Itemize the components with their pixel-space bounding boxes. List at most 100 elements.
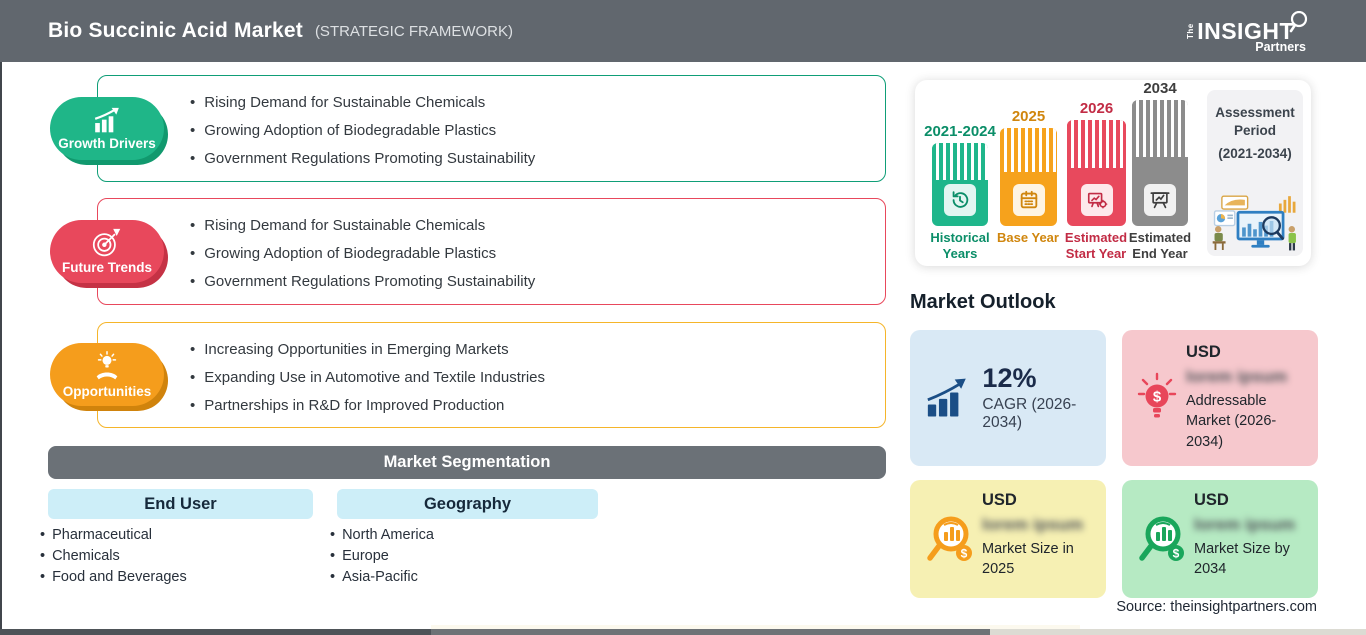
- list-item: Chemicals: [40, 548, 187, 564]
- analysts-illustration: [1212, 195, 1296, 251]
- bar-estimated-start-year: 2026: [1067, 100, 1126, 226]
- opportunities-badge: Opportunities: [50, 343, 164, 406]
- magnifier-chart-dollar-icon: $: [927, 516, 972, 561]
- cagr-value: 12%: [982, 362, 1037, 393]
- bar-base-year: 2025: [1000, 108, 1057, 226]
- bullet-item: Increasing Opportunities in Emerging Mar…: [190, 340, 545, 359]
- badge-label: Opportunities: [62, 383, 152, 399]
- currency-label: USD: [982, 491, 1017, 509]
- segment-header-end-user: End User: [48, 489, 313, 519]
- badge-label: Future Trends: [61, 260, 152, 275]
- segment-header-geography: Geography: [337, 489, 598, 519]
- segmentation-title: Market Segmentation: [383, 453, 551, 471]
- bullet-item: Expanding Use in Automotive and Textile …: [190, 368, 545, 387]
- assessment-period-title: Assessment Period: [1215, 105, 1295, 138]
- bar-year-label: 2034: [1143, 80, 1177, 97]
- future-trends-box: Rising Demand for Sustainable Chemicals …: [97, 198, 886, 305]
- logo-insight-text: INSIGHT: [1197, 18, 1294, 44]
- calendar-icon: [1012, 184, 1045, 216]
- svg-text:$: $: [1153, 389, 1162, 406]
- bottom-strip-mid: [431, 629, 990, 635]
- growth-drivers-list: Rising Demand for Sustainable Chemicals …: [190, 84, 535, 177]
- growth-drivers-badge: Growth Drivers: [50, 97, 164, 160]
- assessment-period-chart: 2021-2024 2025: [915, 80, 1311, 266]
- target-dart-icon: [92, 228, 121, 257]
- bullet-item: Partnerships in R&D for Improved Product…: [190, 396, 545, 415]
- bottom-strip-light: [990, 629, 1366, 635]
- market-segmentation-bar: Market Segmentation: [48, 446, 886, 479]
- bar-stripes: [1067, 120, 1126, 168]
- bar-category-label: Base Year: [997, 230, 1059, 245]
- growth-chart-icon: [94, 107, 119, 132]
- bar-year-label: 2025: [1011, 108, 1046, 125]
- assessment-period-panel: Assessment Period (2021-2034): [1207, 90, 1303, 256]
- bar-category-label: Estimated Start Year: [1064, 230, 1128, 261]
- segment-header-label: End User: [144, 494, 217, 513]
- svg-text:$: $: [1173, 547, 1180, 561]
- bar-category-label: Historical Years: [930, 230, 990, 261]
- blurred-market-value: lorem ipsum: [1186, 367, 1288, 386]
- geography-list: North America Europe Asia-Pacific: [330, 522, 434, 590]
- logo-partners-text: Partners: [1255, 40, 1306, 54]
- bulb-dollar-icon: $: [1137, 372, 1177, 418]
- assessment-period-range: (2021-2034): [1218, 146, 1292, 162]
- card-label: Market Size by 2034: [1194, 541, 1290, 578]
- bottom-strip-accent: [431, 625, 1080, 630]
- card-label: Market Size in 2025: [982, 541, 1074, 578]
- bar-year-label: 2026: [1079, 100, 1114, 117]
- list-item: Europe: [330, 548, 434, 564]
- bullet-item: Rising Demand for Sustainable Chemicals: [190, 93, 535, 112]
- badge-label: Growth Drivers: [58, 135, 156, 151]
- addressable-market-card: $ USD lorem ipsum Addressable Market (20…: [1122, 330, 1318, 466]
- source-attribution: Source: theinsightpartners.com: [1116, 599, 1317, 615]
- presentation-board-icon: [1144, 184, 1176, 216]
- card-label: Addressable Market (2026-2034): [1186, 393, 1277, 450]
- market-size-2034-card: $ USD lorem ipsum Market Size by 2034: [1122, 480, 1318, 598]
- page-left-border: [0, 62, 2, 629]
- logo-the-text: The: [1186, 23, 1196, 39]
- bullet-item: Rising Demand for Sustainable Chemicals: [190, 216, 535, 235]
- bar-category-label: Estimated End Year: [1128, 230, 1192, 261]
- currency-label: USD: [1186, 343, 1221, 361]
- segment-header-label: Geography: [423, 494, 512, 513]
- bar-stripes: [932, 143, 988, 181]
- market-outlook-heading: Market Outlook: [910, 291, 1056, 313]
- future-trends-badge: Future Trends: [50, 220, 164, 283]
- bullet-item: Growing Adoption of Biodegradable Plasti…: [190, 244, 535, 263]
- cagr-label: CAGR (2026-2034): [982, 396, 1077, 432]
- bar-stripes: [1132, 100, 1188, 157]
- page-title: Bio Succinic Acid Market: [48, 19, 303, 42]
- page-subtitle: (STRATEGIC FRAMEWORK): [314, 22, 513, 40]
- end-user-list: Pharmaceutical Chemicals Food and Bevera…: [40, 522, 187, 590]
- magnifier-chart-dollar-icon: $: [1139, 516, 1184, 561]
- future-trends-list: Rising Demand for Sustainable Chemicals …: [190, 207, 535, 300]
- bullet-item: Growing Adoption of Biodegradable Plasti…: [190, 121, 535, 140]
- history-clock-icon: [944, 184, 976, 216]
- growth-drivers-box: Rising Demand for Sustainable Chemicals …: [97, 75, 886, 182]
- list-item: Food and Beverages: [40, 569, 187, 585]
- bar-stripes: [1000, 128, 1057, 173]
- bar-year-label: 2021-2024: [924, 123, 996, 140]
- insight-partners-logo: The INSIGHT Partners: [1186, 11, 1308, 54]
- blurred-market-value: lorem ipsum: [1194, 515, 1296, 534]
- opportunities-box: Increasing Opportunities in Emerging Mar…: [97, 322, 886, 428]
- magnifier-icon: [1289, 11, 1308, 33]
- monitor-gear-icon: [1080, 184, 1113, 216]
- cagr-card: 12% CAGR (2026-2034): [910, 330, 1106, 466]
- market-size-2025-card: $ USD lorem ipsum Market Size in 2025: [910, 480, 1106, 598]
- growth-bars-arrow-icon: [927, 378, 966, 417]
- bullet-item: Government Regulations Promoting Sustain…: [190, 149, 535, 168]
- header-bar: Bio Succinic Acid Market (STRATEGIC FRAM…: [0, 0, 1366, 62]
- currency-label: USD: [1194, 491, 1229, 509]
- list-item: Asia-Pacific: [330, 569, 434, 585]
- bottom-strip-dark: [0, 629, 431, 635]
- bar-estimated-end-year: 2034: [1132, 80, 1188, 226]
- bulb-hand-icon: [96, 350, 118, 379]
- svg-text:$: $: [961, 547, 968, 561]
- opportunities-list: Increasing Opportunities in Emerging Mar…: [190, 331, 545, 424]
- blurred-market-value: lorem ipsum: [982, 515, 1084, 534]
- bullet-item: Government Regulations Promoting Sustain…: [190, 272, 535, 291]
- list-item: Pharmaceutical: [40, 527, 187, 543]
- bar-historical-years: 2021-2024: [924, 123, 996, 226]
